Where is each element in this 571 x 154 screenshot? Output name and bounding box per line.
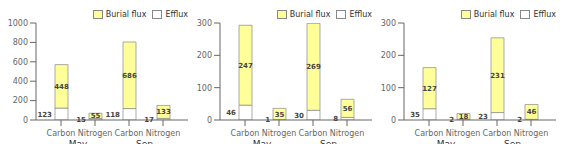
svg-text:133: 133: [156, 108, 171, 116]
svg-text:May: May: [437, 139, 456, 144]
svg-text:Carbon: Carbon: [47, 129, 76, 138]
svg-text:46: 46: [226, 109, 236, 117]
svg-text:200: 200: [13, 96, 28, 105]
svg-text:35: 35: [275, 111, 285, 119]
svg-text:Nitrogen: Nitrogen: [446, 129, 480, 138]
svg-text:17: 17: [144, 116, 154, 124]
svg-text:Nitrogen: Nitrogen: [78, 129, 112, 138]
svg-text:46: 46: [527, 108, 537, 116]
svg-text:231: 231: [490, 72, 505, 80]
svg-text:23: 23: [478, 113, 488, 121]
svg-text:1000: 1000: [8, 19, 28, 28]
svg-text:200: 200: [381, 51, 396, 60]
svg-text:100: 100: [381, 84, 396, 93]
svg-text:Nitrogen: Nitrogen: [262, 129, 296, 138]
svg-text:118: 118: [105, 111, 120, 119]
svg-text:Sep.: Sep.: [320, 139, 340, 144]
svg-text:1: 1: [265, 116, 270, 124]
html-text:Burial flux: Burial flux: [105, 10, 147, 19]
svg-text:8: 8: [333, 115, 338, 123]
html-text:Efflux: Efflux: [165, 10, 188, 19]
svg-text:35: 35: [410, 111, 420, 119]
svg-text:123: 123: [37, 111, 52, 119]
svg-text:200: 200: [197, 51, 212, 60]
svg-text:0: 0: [391, 116, 396, 125]
svg-text:686: 686: [122, 72, 137, 80]
svg-text:30: 30: [294, 112, 304, 120]
svg-text:400: 400: [13, 77, 28, 86]
svg-text:Nitrogen: Nitrogen: [514, 129, 548, 138]
svg-text:Carbon: Carbon: [299, 129, 328, 138]
svg-text:448: 448: [54, 83, 69, 91]
svg-text:55: 55: [91, 112, 101, 120]
svg-text:100: 100: [197, 84, 212, 93]
html-text:Burial flux: Burial flux: [289, 10, 331, 19]
svg-text:May: May: [69, 139, 88, 144]
svg-text:Carbon: Carbon: [231, 129, 260, 138]
svg-text:15: 15: [76, 116, 86, 124]
html-text:Burial flux: Burial flux: [473, 10, 515, 19]
html-text:Efflux: Efflux: [349, 10, 372, 19]
svg-text:300: 300: [197, 19, 212, 28]
svg-text:0: 0: [207, 116, 212, 125]
svg-text:2: 2: [517, 116, 522, 124]
svg-text:Nitrogen: Nitrogen: [330, 129, 364, 138]
svg-text:600: 600: [13, 58, 28, 67]
svg-text:2: 2: [449, 116, 454, 124]
svg-text:269: 269: [306, 63, 321, 71]
svg-text:18: 18: [459, 113, 469, 121]
svg-text:Carbon: Carbon: [483, 129, 512, 138]
svg-text:May: May: [253, 139, 272, 144]
svg-text:56: 56: [343, 105, 353, 113]
svg-text:247: 247: [238, 62, 253, 70]
svg-text:Carbon: Carbon: [415, 129, 444, 138]
svg-text:Sep.: Sep.: [136, 139, 156, 144]
svg-text:300: 300: [381, 19, 396, 28]
svg-text:800: 800: [13, 38, 28, 47]
html-text:Efflux: Efflux: [533, 10, 556, 19]
svg-text:Sep.: Sep.: [504, 139, 524, 144]
svg-text:127: 127: [422, 85, 437, 93]
svg-text:Carbon: Carbon: [115, 129, 144, 138]
svg-text:Nitrogen: Nitrogen: [146, 129, 180, 138]
svg-text:0: 0: [23, 116, 28, 125]
